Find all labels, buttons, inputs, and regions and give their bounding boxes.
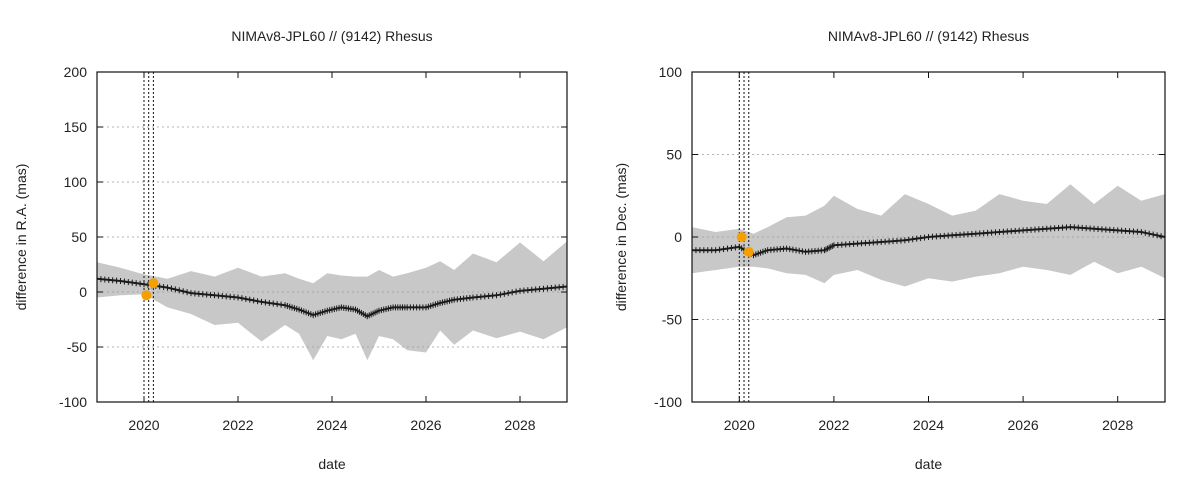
y-tick-label: -50 — [67, 339, 87, 355]
y-tick-label: 150 — [64, 119, 88, 135]
x-tick-label: 2024 — [316, 417, 347, 433]
observation-point — [141, 290, 152, 301]
chart-title: NIMAv8-JPL60 // (9142) Rhesus — [828, 28, 1029, 44]
x-axis-label: date — [318, 456, 345, 472]
y-tick-label: 200 — [64, 64, 88, 80]
x-tick-label: 2020 — [724, 417, 755, 433]
dec-chart: NIMAv8-JPL60 // (9142) Rhesus -100 -50 0 50 1… — [613, 28, 1166, 472]
ra-chart: NIMAv8-JPL60 // (9142) Rhesus -100 -50 0 50 1… — [13, 28, 568, 472]
x-tick-label: 2026 — [1008, 417, 1039, 433]
x-axis-label: date — [915, 456, 942, 472]
y-axis-label: difference in Dec. (mas) — [613, 163, 629, 311]
x-tick-label: 2026 — [410, 417, 441, 433]
y-tick-label: 50 — [666, 147, 682, 163]
y-tick-label: -100 — [654, 394, 682, 410]
y-axis-label: difference in R.A. (mas) — [13, 164, 29, 311]
y-tick-label: -100 — [59, 394, 87, 410]
observation-point — [736, 232, 747, 242]
x-tick-label: 2024 — [913, 417, 944, 433]
observation-point — [148, 278, 159, 289]
x-tick-label: 2022 — [222, 417, 253, 433]
observation-point — [743, 246, 754, 257]
y-tick-label: 100 — [64, 174, 88, 190]
y-tick-label: 0 — [674, 229, 682, 245]
y-tick-label: -50 — [662, 312, 682, 328]
uncertainty-band — [97, 241, 567, 361]
x-tick-label: 2020 — [128, 417, 159, 433]
x-tick-label: 2028 — [1102, 417, 1133, 433]
chart-title: NIMAv8-JPL60 // (9142) Rhesus — [231, 28, 432, 44]
y-tick-label: 50 — [71, 229, 87, 245]
y-tick-label: 100 — [659, 64, 683, 80]
y-tick-label: 0 — [79, 284, 87, 300]
x-tick-label: 2022 — [818, 417, 849, 433]
x-tick-label: 2028 — [504, 417, 535, 433]
